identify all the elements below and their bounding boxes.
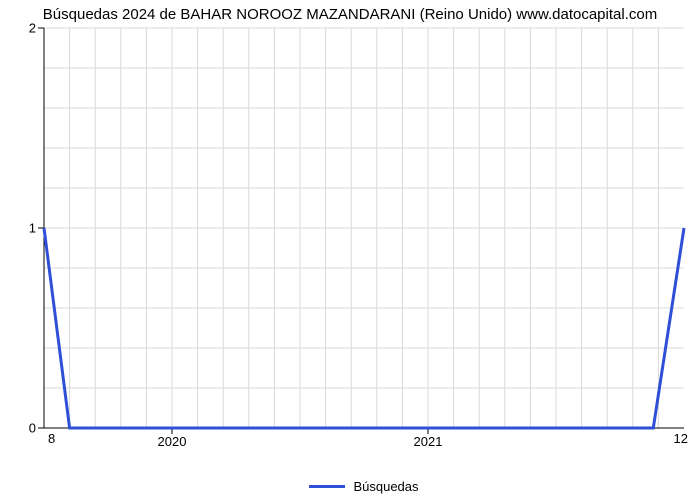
- legend-swatch: [309, 485, 345, 488]
- axes-group: [38, 28, 684, 434]
- lower-right-label: 12: [674, 431, 688, 446]
- series-line: [44, 228, 684, 428]
- x-tick-label: 2021: [414, 434, 443, 449]
- legend: Búsquedas: [44, 479, 684, 494]
- y-tick-label: 0: [29, 421, 36, 436]
- chart-title: Búsquedas 2024 de BAHAR NOROOZ MAZANDARA…: [0, 6, 700, 23]
- chart-svg: [44, 28, 684, 428]
- x-tick-label: 2020: [158, 434, 187, 449]
- y-tick-label: 2: [29, 21, 36, 36]
- legend-label: Búsquedas: [353, 479, 418, 494]
- y-tick-label: 1: [29, 221, 36, 236]
- series-group: [44, 228, 684, 428]
- lower-left-label: 8: [48, 431, 55, 446]
- grid-group: [44, 28, 684, 428]
- chart-plot-area: 012 20202021 8 12: [44, 28, 684, 428]
